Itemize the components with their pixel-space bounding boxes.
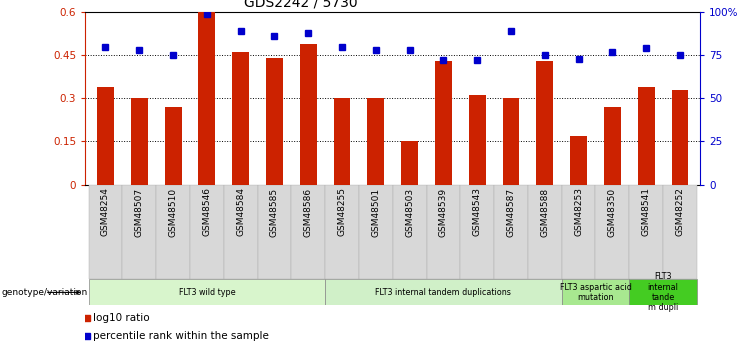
Text: FLT3 wild type: FLT3 wild type xyxy=(179,288,235,297)
Text: percentile rank within the sample: percentile rank within the sample xyxy=(93,331,269,341)
Bar xyxy=(359,185,393,279)
Text: GSM48539: GSM48539 xyxy=(439,187,448,237)
Bar xyxy=(325,279,562,305)
Bar xyxy=(401,141,418,185)
Bar xyxy=(663,185,697,279)
Bar xyxy=(325,185,359,279)
Bar xyxy=(469,96,485,185)
Bar xyxy=(291,185,325,279)
Text: GSM48541: GSM48541 xyxy=(642,187,651,236)
Text: log10 ratio: log10 ratio xyxy=(93,313,150,323)
Text: GSM48510: GSM48510 xyxy=(168,187,178,237)
Bar xyxy=(199,12,216,185)
Text: GSM48255: GSM48255 xyxy=(338,187,347,236)
Bar xyxy=(122,185,156,279)
Bar xyxy=(460,185,494,279)
Bar xyxy=(604,107,621,185)
Bar xyxy=(629,185,663,279)
Text: GSM48501: GSM48501 xyxy=(371,187,380,237)
Text: GSM48546: GSM48546 xyxy=(202,187,211,236)
Bar xyxy=(131,98,147,185)
Bar xyxy=(562,185,596,279)
Title: GDS2242 / 5730: GDS2242 / 5730 xyxy=(244,0,357,10)
Bar xyxy=(224,185,258,279)
Bar xyxy=(89,185,122,279)
Text: GSM48588: GSM48588 xyxy=(540,187,549,237)
Bar xyxy=(156,185,190,279)
Text: GSM48543: GSM48543 xyxy=(473,187,482,236)
Bar xyxy=(97,87,114,185)
Text: GSM48252: GSM48252 xyxy=(676,187,685,236)
Bar xyxy=(502,98,519,185)
Text: genotype/variation: genotype/variation xyxy=(1,288,88,297)
Bar xyxy=(266,58,283,185)
Bar xyxy=(596,185,629,279)
Bar xyxy=(638,87,654,185)
Text: GSM48584: GSM48584 xyxy=(236,187,245,236)
Text: GSM48586: GSM48586 xyxy=(304,187,313,237)
Bar xyxy=(333,98,350,185)
Text: FLT3
internal
tande
m dupli: FLT3 internal tande m dupli xyxy=(648,272,679,313)
Text: FLT3 aspartic acid
mutation: FLT3 aspartic acid mutation xyxy=(559,283,631,302)
Bar xyxy=(165,107,182,185)
Text: GSM48585: GSM48585 xyxy=(270,187,279,237)
Bar xyxy=(190,185,224,279)
Bar xyxy=(300,44,316,185)
Text: GSM48254: GSM48254 xyxy=(101,187,110,236)
Text: FLT3 internal tandem duplications: FLT3 internal tandem duplications xyxy=(376,288,511,297)
Bar xyxy=(427,185,460,279)
Bar xyxy=(368,98,385,185)
Text: GSM48503: GSM48503 xyxy=(405,187,414,237)
Bar xyxy=(570,136,587,185)
Text: GSM48350: GSM48350 xyxy=(608,187,617,237)
Bar xyxy=(536,61,554,185)
Bar xyxy=(89,279,325,305)
Text: GSM48587: GSM48587 xyxy=(507,187,516,237)
Bar xyxy=(494,185,528,279)
Bar xyxy=(671,90,688,185)
Bar xyxy=(232,52,249,185)
Text: GSM48253: GSM48253 xyxy=(574,187,583,236)
Bar xyxy=(393,185,427,279)
Bar xyxy=(435,61,452,185)
Bar xyxy=(258,185,291,279)
Bar xyxy=(562,279,629,305)
Bar xyxy=(528,185,562,279)
Bar xyxy=(629,279,697,305)
Text: GSM48507: GSM48507 xyxy=(135,187,144,237)
